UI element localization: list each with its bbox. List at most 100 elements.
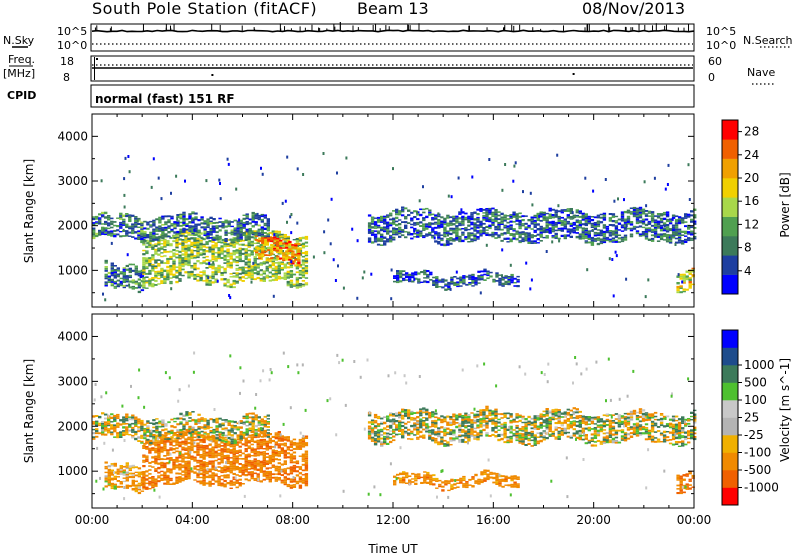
data-cell [413, 434, 417, 436]
data-cell [396, 270, 400, 273]
data-cell [277, 234, 281, 237]
data-cell [211, 265, 215, 268]
data-cell [196, 279, 200, 282]
data-cell [160, 464, 164, 467]
data-cell [455, 229, 459, 232]
data-cell [196, 465, 200, 468]
data-cell [206, 433, 210, 436]
data-cell [548, 209, 552, 212]
data-cell [202, 271, 206, 274]
data-cell [254, 217, 258, 220]
data-cell [187, 237, 191, 240]
data-cell [330, 197, 333, 201]
data-cell [524, 215, 528, 217]
data-cell [428, 233, 432, 236]
data-cell [206, 437, 210, 439]
data-cell [145, 478, 149, 481]
data-cell [163, 464, 167, 467]
data-cell [575, 232, 579, 234]
data-cell [262, 465, 266, 468]
data-cell [242, 225, 246, 227]
data-cell [218, 423, 222, 426]
data-cell [638, 211, 643, 214]
data-cell [440, 421, 444, 424]
data-cell [690, 220, 694, 223]
data-cell [178, 274, 182, 276]
data-cell [410, 412, 414, 414]
data-cell [211, 462, 215, 465]
data-cell [169, 468, 173, 470]
data-cell [209, 440, 213, 442]
data-cell [274, 443, 278, 446]
data-cell [107, 224, 111, 227]
data-cell [277, 439, 281, 442]
data-cell [571, 211, 574, 215]
data-cell [498, 277, 502, 280]
data-cell [142, 263, 146, 266]
data-cell [515, 238, 519, 241]
freq-label-line1: Freq. [8, 53, 35, 66]
data-cell [426, 275, 430, 278]
data-cell [280, 443, 284, 446]
data-cell [479, 234, 483, 237]
data-cell [416, 235, 420, 238]
data-cell [142, 249, 146, 252]
data-cell [389, 437, 393, 439]
data-cell [691, 283, 695, 286]
data-cell [142, 269, 146, 272]
data-cell [263, 420, 267, 423]
data-cell [136, 219, 139, 223]
data-cell [227, 429, 231, 432]
data-cell [131, 285, 135, 288]
data-cell [605, 227, 610, 230]
data-cell [122, 224, 126, 226]
data-cell [271, 435, 275, 438]
data-cell [122, 278, 126, 281]
data-cell [193, 439, 197, 442]
data-cell [185, 415, 189, 417]
data-cell [515, 223, 519, 225]
data-cell [205, 465, 209, 468]
data-cell [155, 228, 159, 230]
data-cell [623, 198, 625, 202]
data-cell [205, 461, 209, 464]
data-cell [218, 237, 222, 240]
data-cell [271, 267, 275, 270]
data-cell [563, 218, 567, 221]
data-cell [690, 218, 694, 221]
data-cell [690, 214, 694, 217]
data-cell [235, 275, 239, 278]
data-cell [190, 241, 194, 244]
data-cell [533, 242, 537, 244]
data-cell [142, 278, 146, 281]
data-cell [373, 230, 378, 232]
data-cell [283, 263, 287, 265]
data-cell [530, 234, 534, 236]
data-cell [158, 433, 162, 435]
data-cell [423, 271, 427, 274]
data-cell [563, 222, 567, 224]
data-cell [151, 460, 155, 463]
data-cell [693, 227, 697, 229]
data-cell [104, 426, 108, 429]
data-cell [107, 428, 111, 430]
data-cell [653, 226, 658, 229]
data-cell [551, 240, 554, 244]
data-cell [280, 236, 284, 239]
data-cell [92, 428, 96, 431]
data-cell [426, 270, 430, 273]
data-cell [533, 229, 537, 232]
data-cell [248, 423, 252, 426]
colorbar-cell [722, 216, 738, 237]
data-cell [464, 236, 468, 239]
data-cell [273, 238, 277, 241]
data-cell [289, 457, 294, 460]
data-cell [212, 231, 216, 233]
data-cell [274, 232, 278, 235]
data-cell [221, 424, 225, 427]
data-cell [522, 190, 524, 194]
data-cell [674, 231, 679, 235]
data-cell [113, 483, 117, 486]
data-cell [211, 281, 215, 284]
